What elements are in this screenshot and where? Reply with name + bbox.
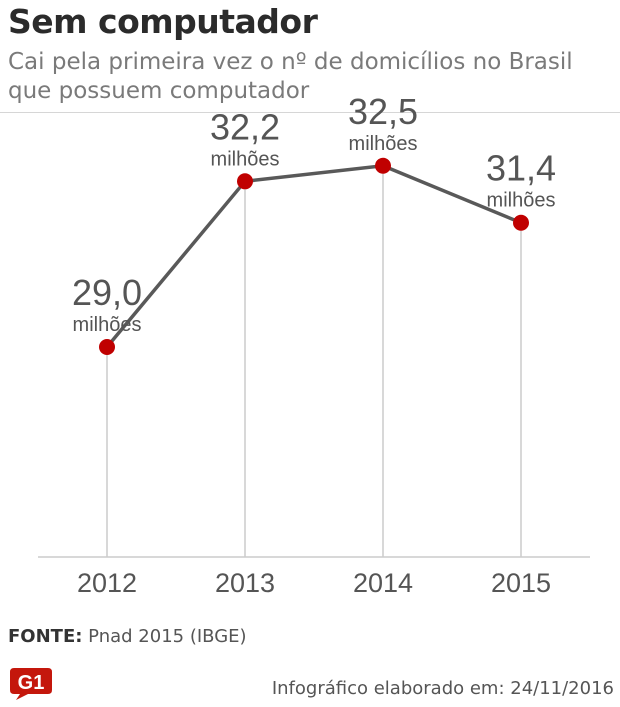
data-label-value: 32,2 bbox=[210, 106, 280, 147]
x-tick-label: 2012 bbox=[77, 568, 137, 598]
series-line bbox=[105, 164, 522, 349]
source-text: Pnad 2015 (IBGE) bbox=[88, 626, 247, 647]
chart-subtitle: Cai pela primeira vez o nº de domicílios… bbox=[8, 49, 573, 104]
chart-title: Sem computador bbox=[8, 2, 318, 41]
data-label-unit: milhões bbox=[73, 314, 142, 336]
x-tick-label: 2014 bbox=[353, 568, 413, 598]
g1-logo: G1 bbox=[10, 668, 52, 700]
source-note: FONTE: Pnad 2015 (IBGE) bbox=[8, 626, 247, 647]
x-tick-label: 2015 bbox=[491, 568, 551, 598]
data-label-unit: milhões bbox=[487, 190, 556, 212]
credit-text: Infográfico elaborado em: 24/11/2016 bbox=[271, 678, 614, 699]
data-label-value: 29,0 bbox=[72, 272, 142, 313]
data-label-value: 32,5 bbox=[348, 91, 418, 132]
source-label: FONTE: bbox=[8, 626, 83, 647]
data-label-unit: milhões bbox=[349, 133, 418, 155]
x-tick-label: 2013 bbox=[215, 568, 275, 598]
data-point bbox=[513, 214, 529, 231]
data-point bbox=[375, 157, 391, 174]
data-label-unit: milhões bbox=[211, 148, 280, 170]
data-point bbox=[237, 173, 253, 190]
data-label-value: 31,4 bbox=[486, 148, 556, 189]
line-chart: 29,0milhões201232,2milhões201332,5milhõe… bbox=[38, 91, 590, 598]
g1-logo-text: G1 bbox=[18, 672, 45, 694]
header-divider bbox=[0, 112, 620, 113]
data-point bbox=[99, 339, 115, 355]
